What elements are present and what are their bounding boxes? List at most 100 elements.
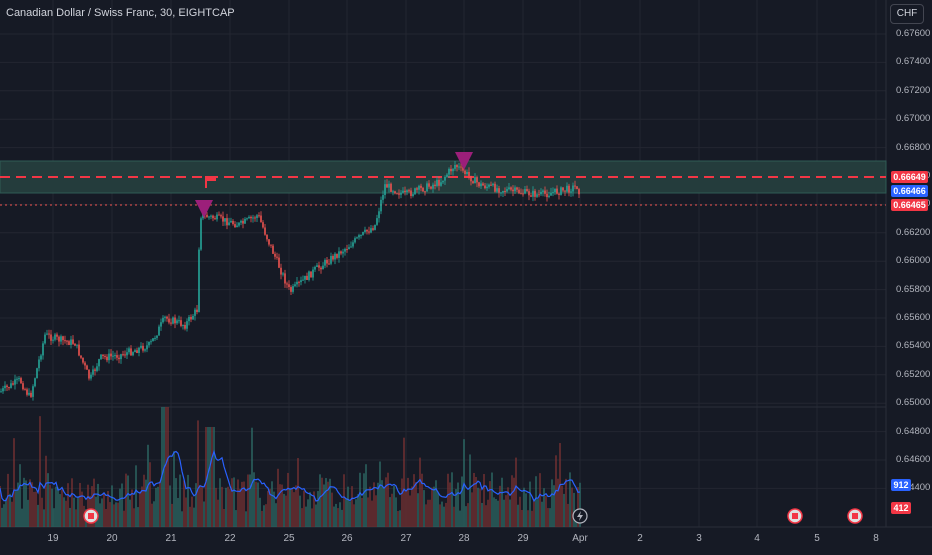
volume-bar — [45, 455, 47, 527]
candle — [570, 191, 572, 193]
candle — [20, 378, 22, 384]
candle — [48, 333, 50, 335]
candle — [264, 227, 266, 235]
volume-bar — [535, 476, 537, 527]
candle — [198, 249, 200, 313]
volume-bar — [25, 480, 27, 527]
sell-marker-icon[interactable] — [455, 152, 473, 170]
volume-bar — [485, 505, 487, 527]
volume-bar — [219, 478, 221, 527]
candle — [518, 189, 520, 194]
candle — [196, 309, 198, 313]
candle — [170, 322, 172, 324]
volume-bar — [175, 478, 177, 527]
candle — [436, 179, 438, 186]
candle — [324, 259, 326, 266]
sell-marker-icon[interactable] — [195, 200, 213, 218]
volume-bar — [81, 491, 83, 527]
candle — [66, 340, 68, 342]
volume-bar — [79, 482, 81, 527]
candle — [98, 359, 100, 367]
volume-bar — [159, 481, 161, 527]
volume-bar — [295, 485, 297, 527]
candle — [524, 189, 526, 194]
flag-icon[interactable] — [206, 176, 216, 181]
volume-bar — [131, 489, 133, 527]
candle — [114, 355, 116, 357]
candle — [422, 187, 424, 192]
candle — [354, 238, 356, 243]
volume-bar — [477, 487, 479, 527]
candle — [260, 215, 262, 223]
candle — [300, 280, 302, 283]
candle — [322, 265, 324, 270]
volume-bar — [65, 500, 67, 527]
candle — [530, 195, 532, 197]
candle — [258, 215, 260, 217]
volume-bar — [161, 407, 163, 527]
candle — [528, 191, 530, 196]
volume-bar — [287, 472, 289, 527]
candle — [452, 168, 454, 172]
candle — [474, 177, 476, 184]
candle — [206, 214, 208, 218]
date-tick-label: Apr — [572, 533, 588, 544]
candle — [376, 218, 378, 225]
date-tick-label: 3 — [696, 533, 702, 544]
candle — [42, 343, 44, 356]
date-tick-label: 5 — [814, 533, 820, 544]
candle — [312, 269, 314, 278]
candle — [200, 218, 202, 250]
volume-bar — [355, 499, 357, 527]
candle — [526, 189, 528, 192]
price-tick-label: 0.65600 — [896, 312, 931, 323]
volume-bar — [7, 473, 9, 527]
volume-bar — [359, 472, 361, 527]
volume-bar — [123, 510, 125, 527]
candle — [296, 281, 298, 285]
volume-bar — [317, 491, 319, 527]
candle — [460, 166, 462, 168]
candle — [60, 336, 62, 342]
volume-bar — [69, 507, 71, 527]
volume-bar — [437, 491, 439, 527]
candle — [30, 392, 32, 397]
volume-bar — [97, 483, 99, 527]
volume-bar — [13, 438, 15, 527]
candle — [516, 187, 518, 190]
volume-bar — [271, 481, 273, 527]
candle — [338, 251, 340, 258]
price-tick-label: 0.67000 — [896, 113, 931, 125]
volume-bar — [415, 481, 417, 527]
date-tick-label: 26 — [341, 533, 353, 544]
candle — [578, 189, 580, 195]
candle — [208, 216, 210, 218]
volume-bar — [499, 485, 501, 527]
candle — [564, 190, 566, 192]
candle — [156, 335, 158, 338]
price-tick-label: 0.67600 — [896, 28, 931, 39]
currency-button[interactable]: CHF — [890, 4, 924, 24]
candle — [476, 177, 478, 183]
candle — [32, 386, 34, 397]
volume-bar — [549, 508, 551, 527]
volume-bar — [349, 501, 351, 527]
volume-bar — [375, 495, 377, 527]
candle — [386, 184, 388, 188]
volume-bar — [253, 472, 255, 527]
volume-ma-badge: 912 — [891, 479, 911, 491]
candle — [450, 168, 452, 172]
candle — [374, 224, 376, 230]
candle — [540, 191, 542, 195]
volume-bar — [331, 492, 333, 527]
volume-bar — [327, 481, 329, 527]
volume-bar — [71, 478, 73, 527]
volume-bar — [1, 507, 3, 527]
candle — [152, 338, 154, 342]
volume-bar — [37, 504, 39, 527]
volume-bar — [489, 481, 491, 527]
volume-bar — [249, 474, 251, 527]
candle — [138, 347, 140, 354]
